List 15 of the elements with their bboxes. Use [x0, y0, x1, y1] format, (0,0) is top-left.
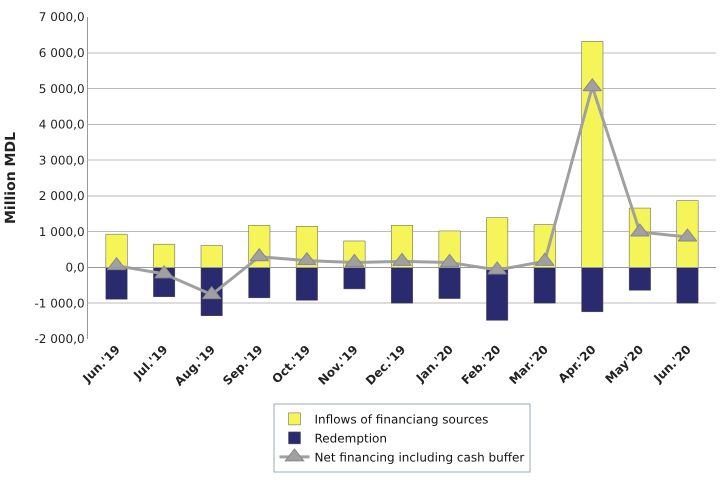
y-tick-label: 0,0 — [66, 260, 85, 275]
legend-label: Net financing including cash buffer — [314, 450, 524, 465]
bar — [486, 217, 508, 268]
y-tick-label: 2 000,0 — [38, 189, 85, 204]
legend-label: Inflows of financiang sources — [314, 412, 488, 427]
legend-label: Redemption — [314, 432, 387, 446]
y-tick-label: 4 000,0 — [38, 118, 85, 132]
y-tick-label: -2 000,0 — [34, 332, 85, 346]
y-axis-title: Million MDL — [3, 132, 20, 224]
y-tick-label: 6 000,0 — [38, 46, 85, 60]
y-tick-label: 1 000,0 — [38, 224, 85, 239]
y-tick-label: 7 000,0 — [38, 10, 85, 24]
y-tick-label: 3 000,0 — [38, 153, 85, 168]
y-tick-label: 5 000,0 — [38, 82, 85, 96]
y-tick-label: -1 000,0 — [34, 296, 85, 310]
